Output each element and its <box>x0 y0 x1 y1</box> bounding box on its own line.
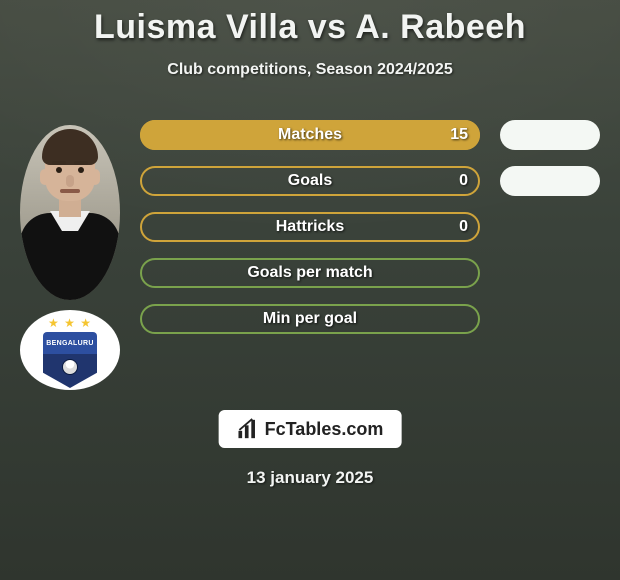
stat-bars: Matches 15 Goals 0 Hattricks 0 Goals per match… <box>140 120 480 350</box>
stat-row: Min per goal <box>140 304 480 334</box>
right-pill-goals <box>500 166 600 196</box>
player-left-photo <box>20 125 120 300</box>
badge-team-name: BENGALURU <box>43 332 97 354</box>
badge-stars-icon: ★ ★ ★ <box>48 316 92 330</box>
player-left-column: ★ ★ ★ BENGALURU <box>10 120 130 420</box>
stat-label: Goals per match <box>247 264 372 282</box>
page-title: Luisma Villa vs A. Rabeeh <box>0 0 620 47</box>
stat-label: Hattricks <box>276 218 344 236</box>
stat-row: Goals per match <box>140 258 480 288</box>
stat-row: Matches 15 <box>140 120 480 150</box>
stat-label: Matches <box>278 126 342 144</box>
page-subtitle: Club competitions, Season 2024/2025 <box>0 61 620 79</box>
chart-bars-icon <box>237 418 259 440</box>
site-name: FcTables.com <box>265 419 384 440</box>
stat-row: Hattricks 0 <box>140 212 480 242</box>
stat-value-left: 0 <box>459 218 468 236</box>
player-left-team-badge: ★ ★ ★ BENGALURU <box>20 310 120 390</box>
comparison-area: ★ ★ ★ BENGALURU Matches15Goals0Hattricks… <box>0 120 620 420</box>
badge-shield-icon: BENGALURU <box>43 332 97 388</box>
stat-row: Goals 0 <box>140 166 480 196</box>
stat-label: Min per goal <box>263 310 357 328</box>
stat-value-left: 0 <box>459 172 468 190</box>
stat-value-left: 15 <box>450 126 468 144</box>
content-root: Luisma Villa vs A. Rabeeh Club competiti… <box>0 0 620 580</box>
right-pill-matches <box>500 120 600 150</box>
badge-ball-icon <box>62 359 78 375</box>
stat-label: Goals <box>288 172 332 190</box>
footer-date: 13 january 2025 <box>0 468 620 488</box>
site-badge: FcTables.com <box>219 410 402 448</box>
